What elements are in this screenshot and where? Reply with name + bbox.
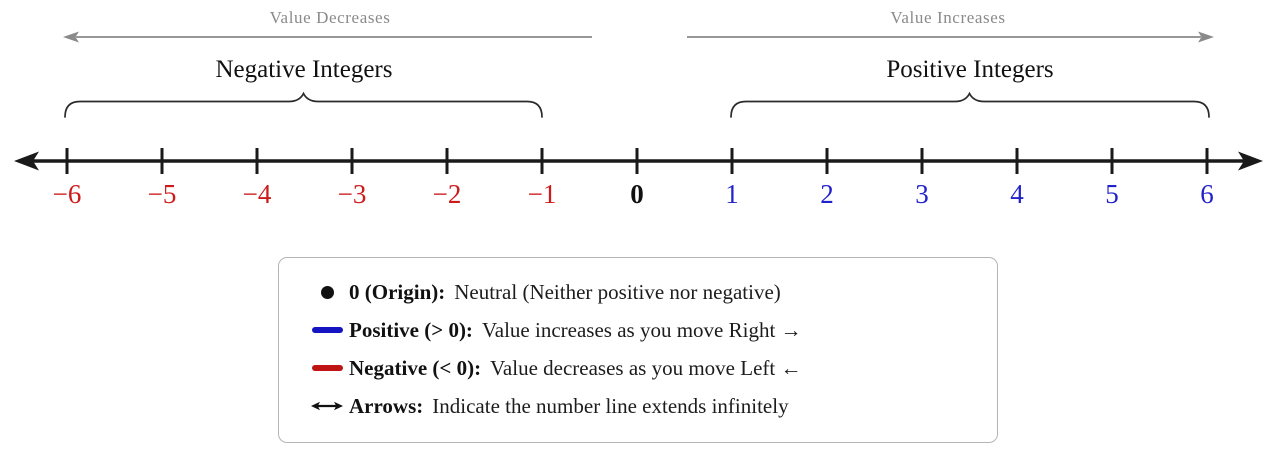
tick-label-neg4: −4 <box>242 179 272 209</box>
negative-brace <box>64 91 543 118</box>
tick-label-zero: 0 <box>630 179 644 209</box>
legend-item-text: 0 (Origin): Neutral (Neither positive nor… <box>349 279 781 304</box>
legend-item-text: Negative (< 0): Value decreases as you mo… <box>349 355 802 380</box>
positive-brace <box>730 91 1210 118</box>
right-infinity-arrow-icon <box>1238 151 1263 171</box>
tick-label-pos6: 6 <box>1200 179 1214 209</box>
positive-integers-title: Positive Integers <box>886 56 1054 83</box>
positive-swatch-icon <box>311 327 343 333</box>
tick-label-neg2: −2 <box>432 179 462 209</box>
tick-label-neg3: −3 <box>337 179 367 209</box>
tick-label-neg5: −5 <box>147 179 177 209</box>
value-increases-arrow-icon <box>687 31 1214 43</box>
left-infinity-arrow-icon <box>14 151 39 171</box>
legend-item-positive: Positive (> 0): Value increases as you mo… <box>279 311 997 349</box>
legend-item-origin: 0 (Origin): Neutral (Neither positive nor… <box>279 273 997 311</box>
tick-label-pos3: 3 <box>915 179 929 209</box>
tick-label-pos2: 2 <box>820 179 834 209</box>
legend-item-arrows: Arrows: Indicate the number line extends … <box>279 387 997 425</box>
legend-item-text: Positive (> 0): Value increases as you mo… <box>349 317 802 342</box>
value-decreases-label: Value Decreases <box>269 8 391 27</box>
value-decreases-arrow-icon <box>63 31 592 43</box>
tick-label-neg1: −1 <box>527 179 557 209</box>
tick-label-pos5: 5 <box>1105 179 1119 209</box>
tick-marks <box>65 148 1209 174</box>
tick-label-pos4: 4 <box>1010 179 1024 209</box>
tick-label-neg6: −6 <box>52 179 82 209</box>
value-increases-label: Value Increases <box>890 8 1006 27</box>
double-arrow-icon <box>311 401 343 411</box>
legend-item-text: Arrows: Indicate the number line extends … <box>349 393 789 418</box>
tick-label-pos1: 1 <box>725 179 739 209</box>
negative-swatch-icon <box>311 365 343 371</box>
legend-item-negative: Negative (< 0): Value decreases as you mo… <box>279 349 997 387</box>
origin-dot-icon <box>320 285 334 299</box>
legend-box: 0 (Origin): Neutral (Neither positive nor… <box>278 257 998 443</box>
negative-integers-title: Negative Integers <box>215 56 393 83</box>
